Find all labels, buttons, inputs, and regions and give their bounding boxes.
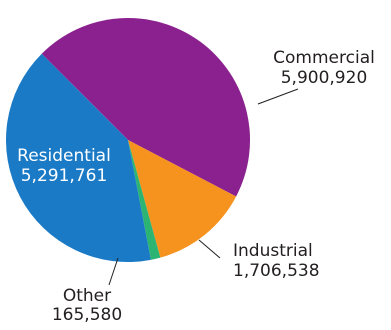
- leader-line-industrial: [198, 239, 221, 259]
- slice-value-industrial: 1,706,538: [233, 261, 320, 281]
- slice-label-industrial: Industrial: [233, 241, 313, 261]
- slice-label-commercial: Commercial: [273, 48, 375, 68]
- slice-label-residential: Residential: [17, 146, 111, 166]
- pie-slice-other: [128, 140, 161, 260]
- leader-line-commercial: [257, 88, 299, 105]
- slice-value-other: 165,580: [52, 305, 122, 325]
- leader-line-other: [108, 257, 119, 286]
- pie-slice-industrial: [128, 140, 237, 258]
- slice-value-residential: 5,291,761: [21, 166, 108, 186]
- pie-slice-commercial: [41, 17, 251, 197]
- slice-value-commercial: 5,900,920: [281, 68, 368, 88]
- pie-slice-residential: [5, 53, 151, 262]
- pie-slices: [5, 17, 251, 262]
- slice-label-other: Other: [63, 286, 111, 306]
